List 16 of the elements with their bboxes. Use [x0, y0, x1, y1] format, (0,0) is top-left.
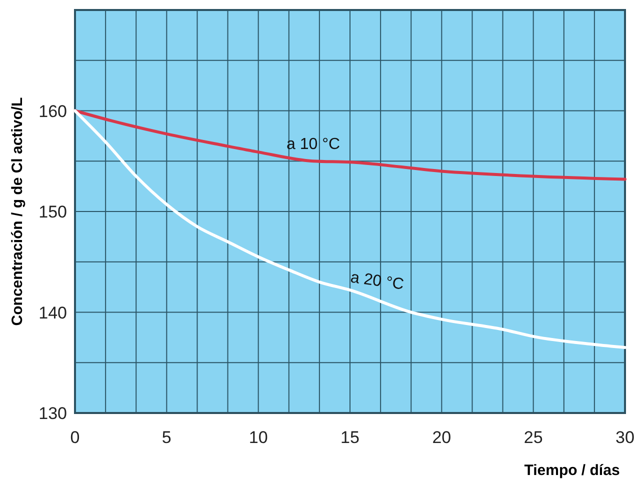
y-tick-label: 130 — [38, 404, 67, 423]
line-series — [74, 109, 626, 181]
x-tick-label: 20 — [432, 428, 452, 447]
y-tick-label: 150 — [38, 202, 67, 222]
y-axis-title: Concentración / g de Cl activo/L — [9, 97, 26, 326]
x-tick-label: 5 — [162, 428, 172, 447]
y-tick-label: 160 — [38, 102, 67, 121]
x-tick-label: 0 — [70, 428, 80, 447]
x-tick-label: 25 — [524, 428, 543, 447]
x-tick-label: 15 — [340, 428, 360, 447]
text: a 20 °C — [349, 269, 405, 294]
y-tick-label: 140 — [38, 303, 67, 322]
line-series — [74, 109, 626, 350]
x-axis-title: Tiempo / días — [524, 462, 620, 479]
x-tick-label: 30 — [616, 428, 634, 447]
x-tick-label: 10 — [248, 428, 268, 447]
